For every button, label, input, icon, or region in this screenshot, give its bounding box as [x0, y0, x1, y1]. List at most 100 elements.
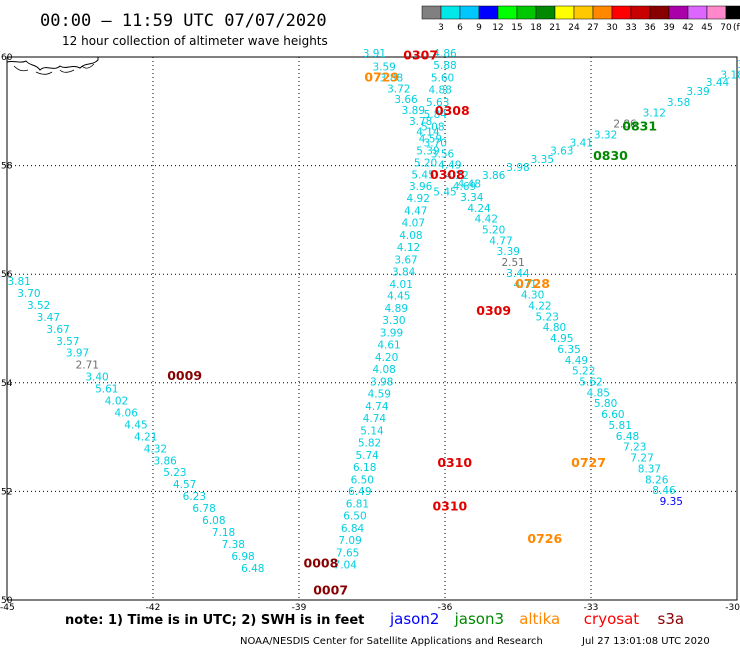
- swh-value: 6.23: [183, 491, 206, 503]
- figure-subtitle: 12 hour collection of altimeter wave hei…: [62, 34, 328, 48]
- color-swatch-9: [592, 5, 613, 20]
- color-swatch-16: [725, 5, 740, 20]
- swh-value: 5.14: [360, 425, 384, 437]
- swh-value: 6.50: [351, 474, 374, 486]
- swh-value: 4.61: [377, 340, 400, 352]
- swh-value: 3.58: [667, 97, 690, 109]
- swh-value: 4.74: [365, 401, 389, 413]
- swh-value: 3.32: [594, 129, 617, 141]
- swh-value: 3.44: [506, 268, 530, 280]
- swh-value: 5.74: [355, 450, 379, 462]
- swh-value: 4.48: [458, 178, 481, 190]
- swh-value: 5.84: [424, 109, 448, 121]
- coastline-greenland-detail: [13, 63, 95, 75]
- swh-value: 4.08: [399, 230, 422, 242]
- color-swatch-10: [611, 5, 632, 20]
- swh-value: 8.46: [652, 485, 676, 497]
- swh-value: 3.63: [550, 146, 573, 158]
- swh-value: 3.67: [394, 254, 417, 266]
- map-frame: [6, 56, 738, 601]
- swh-value: 5.81: [609, 420, 632, 432]
- lon-tick-label: -45: [0, 603, 15, 613]
- color-scale-label: 15: [511, 23, 522, 33]
- color-scale-label: 36: [644, 23, 656, 33]
- swh-value: 7.18: [212, 527, 235, 539]
- swh-value: 3.86: [482, 170, 506, 182]
- swh-value: 5.63: [426, 97, 449, 109]
- swh-value: 4.08: [372, 364, 395, 376]
- legend-cryosat: cryosat: [584, 610, 639, 628]
- swh-value: 4.59: [419, 133, 442, 145]
- color-swatch-3: [478, 5, 499, 20]
- swh-value: 4.77: [489, 235, 512, 247]
- color-scale-label: 6: [457, 23, 463, 33]
- swh-value: 3.99: [380, 328, 403, 340]
- track-b: 3.91 3.593.883.723.663.893.784.143.703.56…: [363, 48, 683, 508]
- lat-tick-label: 50: [1, 596, 13, 606]
- swh-value: 4.95: [550, 333, 573, 345]
- color-scale-label: 70: [720, 23, 732, 33]
- lat-tick-label: 56: [1, 270, 13, 280]
- swh-value: 3.12: [643, 108, 666, 120]
- footer-timestamp: Jul 27 13:01:08 UTC 2020: [581, 636, 710, 647]
- swh-value: 4.80: [543, 322, 566, 334]
- swh-value: 4.21: [134, 431, 157, 443]
- swh-value: 7.38: [222, 539, 245, 551]
- swh-value: 4.12: [397, 242, 420, 254]
- color-swatch-2: [459, 5, 480, 20]
- swh-value: 5.80: [594, 398, 617, 410]
- satellite-legend: jason2 jason3 altika cryosat s3a: [389, 610, 684, 628]
- footer-note: note: 1) Time is in UTC; 2) SWH is in fe…: [65, 613, 364, 628]
- color-swatch-4: [497, 5, 518, 20]
- swh-value: 4.88: [428, 84, 451, 96]
- swh-value: 6.84: [341, 523, 365, 535]
- swh-value: 4.47: [404, 205, 427, 217]
- track-d: 3.813.703.523.473.673.573.972.713.405.61…: [7, 276, 264, 575]
- swh-value: 4.74: [363, 413, 387, 425]
- pass-time-label: 0307: [403, 48, 438, 63]
- color-scale-label: 42: [682, 23, 693, 33]
- coastline-greenland: [6, 56, 99, 71]
- lat-tick-label: 52: [1, 487, 12, 497]
- pass-time-label: 0309: [476, 303, 511, 318]
- swh-value: 5.23: [536, 311, 559, 323]
- swh-value: 3.78: [409, 116, 432, 128]
- swh-value: 3.56: [431, 148, 455, 160]
- swh-value: 7.04: [334, 560, 358, 572]
- swh-value: 4.49: [565, 355, 588, 367]
- pass-time-label: 0831: [622, 118, 657, 133]
- swh-value: 6.18: [353, 462, 376, 474]
- swh-value: 3.18: [720, 70, 740, 82]
- swh-value: 3.35: [531, 154, 554, 166]
- swh-value: 6.81: [346, 499, 369, 511]
- color-scale-label: 33: [625, 23, 636, 33]
- swh-value: 5.45: [433, 186, 456, 198]
- swh-value: 7.23: [623, 442, 646, 454]
- color-scale-label: 12: [492, 23, 503, 33]
- swh-value: 4.57: [173, 479, 196, 491]
- swh-value: 4.71: [514, 279, 537, 291]
- pass-time-label: 0310: [437, 455, 472, 470]
- swh-value: 5.62: [579, 377, 602, 389]
- swh-value: 6.50: [343, 511, 366, 523]
- swh-value: 4.59: [368, 388, 391, 400]
- lon-tick-label: -39: [292, 603, 307, 613]
- swh-value: 4.30: [521, 290, 544, 302]
- swh-value: 7.09: [338, 535, 361, 547]
- swh-value: 5.88: [433, 60, 456, 72]
- swh-value: 3.39: [686, 86, 709, 98]
- swh-value: 4.22: [528, 300, 551, 312]
- legend-altika: altika: [519, 610, 560, 628]
- swh-value: 4.32: [144, 443, 167, 455]
- swh-value: 5.60: [431, 72, 454, 84]
- color-scale-label: (ft): [733, 23, 740, 33]
- color-scale-label: 3: [438, 23, 444, 33]
- swh-value: 4.69: [453, 181, 476, 193]
- swh-value: 8.37: [638, 463, 661, 475]
- swh-value: 4.45: [387, 291, 410, 303]
- pass-time-label: 0728: [515, 276, 550, 291]
- pass-time-label: 0727: [571, 455, 606, 470]
- swh-value: 3.39: [497, 246, 520, 258]
- swh-value: 2.71: [76, 360, 99, 372]
